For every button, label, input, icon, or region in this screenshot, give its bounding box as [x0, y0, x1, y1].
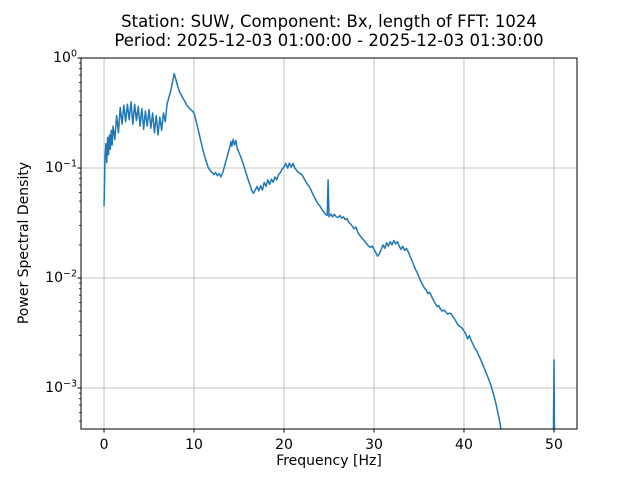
psd-series-line — [103, 72, 556, 429]
y-tick-label: 100 — [53, 48, 77, 66]
y-tick-label: 10−2 — [45, 268, 77, 286]
chart-title-line2: Period: 2025-12-03 01:00:00 - 2025-12-03… — [114, 31, 544, 50]
y-tick-label: 10−1 — [45, 158, 77, 176]
x-tick-label: 0 — [99, 437, 109, 453]
x-tick-label: 20 — [275, 437, 293, 453]
x-axis-label: Frequency [Hz] — [276, 453, 382, 469]
chart-title-line1: Station: SUW, Component: Bx, length of F… — [121, 12, 537, 31]
axes-spines — [80, 57, 578, 430]
y-tick-label: 10−3 — [45, 378, 77, 396]
x-tick-label: 30 — [365, 437, 383, 453]
x-tick-label: 50 — [545, 437, 563, 453]
x-tick-label: 10 — [185, 437, 203, 453]
x-tick-label: 40 — [455, 437, 473, 453]
